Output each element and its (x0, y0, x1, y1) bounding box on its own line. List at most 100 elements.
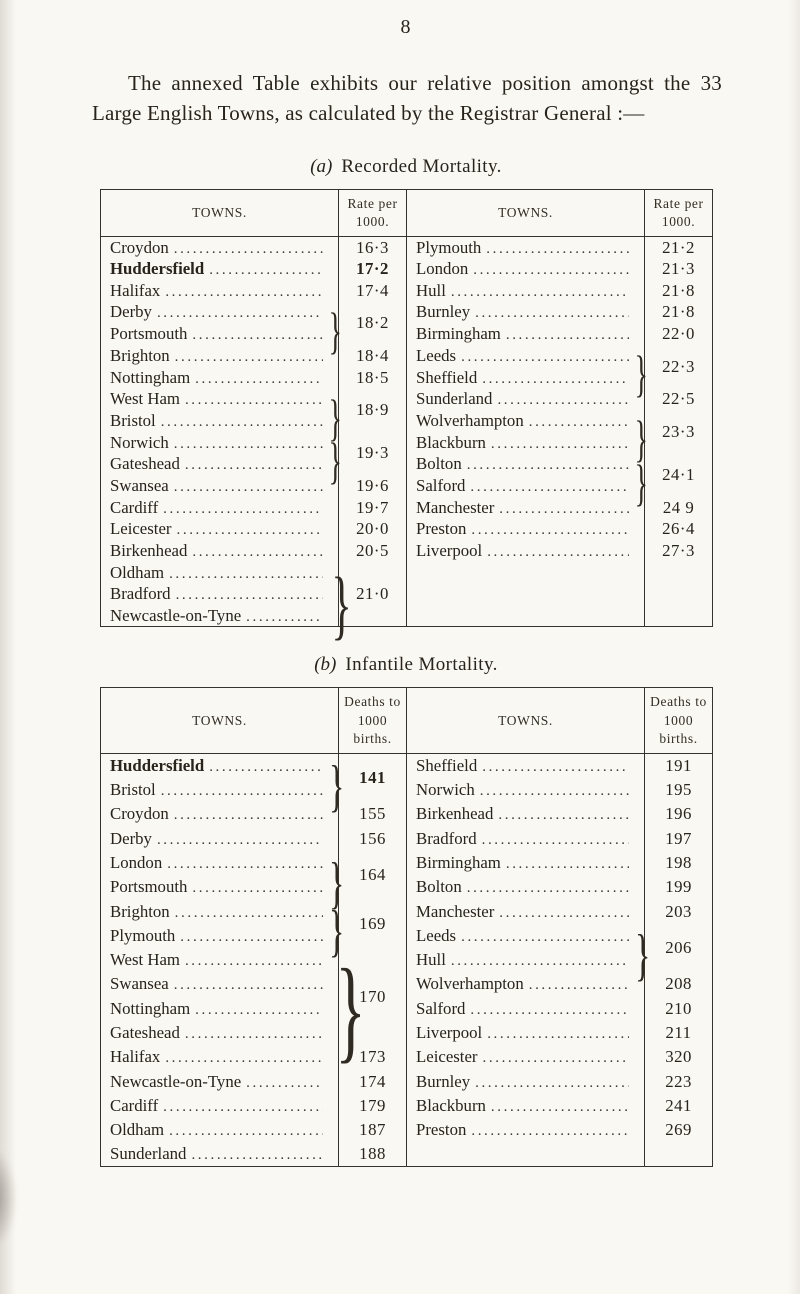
dot-leader (157, 305, 323, 322)
rate-value: 18·2 (356, 313, 389, 333)
town-entry: Birmingham (416, 853, 629, 873)
dot-leader (192, 327, 322, 344)
town-cell: London (101, 851, 323, 875)
dot-leader (467, 457, 629, 474)
town-name: London (110, 852, 163, 872)
town-cell: Leeds (406, 923, 629, 948)
table-row: Birkenhead 20·5 Liverpool 27·3 (101, 540, 713, 562)
rate-value: 156 (359, 828, 386, 848)
town-cell: Wolverhampton (406, 972, 629, 997)
town-cell: Wolverhampton (406, 410, 629, 432)
town-name: Wolverhampton (416, 410, 524, 430)
rate-value: 20·0 (356, 519, 389, 539)
dot-leader (174, 436, 323, 453)
rate-value: 20·5 (356, 541, 389, 561)
town-entry: Brighton (110, 346, 323, 366)
town-cell: Portsmouth (101, 323, 323, 345)
table-row: London}164Birmingham198 (101, 850, 713, 911)
table-body: Croydon 16·3 Plymouth 21·2 Huddersfield 17·2 L… (101, 236, 713, 642)
dot-leader (174, 241, 323, 258)
town-name: Sheffield (416, 755, 478, 775)
town-name: Birkenhead (416, 804, 494, 824)
dot-leader (161, 414, 323, 431)
town-cell: West Ham (101, 948, 323, 972)
rate-value: 210 (665, 998, 692, 1018)
town-entry: Preston (416, 1120, 629, 1140)
brace-cell (629, 584, 645, 606)
brace-cell (629, 1094, 645, 1118)
town-name: Brighton (110, 901, 170, 921)
town-name: Bristol (110, 780, 156, 800)
rate-value: 21·8 (662, 280, 695, 300)
dot-leader (491, 1099, 629, 1116)
rate-cell: 22·3 (644, 345, 713, 389)
rate-cell: 20·5 (338, 540, 407, 562)
town-cell: Leicester (406, 1045, 629, 1070)
town-name: Bristol (110, 410, 156, 430)
town-name: Bolton (416, 454, 462, 474)
rate-cell: 211 (644, 1020, 713, 1046)
town-cell: Manchester (406, 496, 629, 519)
town-name: Portsmouth (110, 324, 188, 344)
dot-leader (480, 783, 629, 800)
rate-cell: 197 (644, 826, 713, 851)
town-cell: Plymouth (406, 236, 629, 259)
town-name: Huddersfield (110, 755, 205, 775)
rate-value: 198 (665, 852, 692, 872)
town-entry: Bolton (416, 454, 629, 474)
rate-cell: 19·6 (338, 475, 407, 497)
town-cell: London (406, 258, 629, 280)
town-entry: Birkenhead (416, 804, 629, 824)
town-name: Halifax (110, 280, 161, 300)
town-cell: Norwich (101, 432, 323, 454)
rate-cell: 17·2 (338, 258, 407, 280)
dot-leader (499, 905, 628, 922)
brace-cell (629, 519, 645, 541)
dot-leader (157, 832, 323, 849)
town-entry: London (110, 853, 323, 873)
rate-value: 208 (665, 974, 692, 994)
rate-cell: 24·1 (644, 453, 713, 497)
table-row: Bradford (101, 583, 713, 606)
town-cell: Hull (406, 279, 629, 302)
town-cell: Bolton (406, 453, 629, 476)
table-row: Bristol Wolverhampton} 23·3 (101, 410, 713, 465)
brace-cell (323, 1094, 339, 1118)
rate-cell: 203 (644, 899, 713, 924)
town-cell (406, 561, 629, 584)
rate-cell: 223 (644, 1069, 713, 1094)
table-row: Gateshead Bolton} 24·1 (101, 453, 713, 508)
town-name: Bolton (416, 877, 462, 897)
town-name: Bradford (416, 828, 477, 848)
brace-cell (629, 562, 645, 584)
dot-leader (451, 284, 629, 301)
table-row: Nottingham 18·5 Sheffield (101, 366, 713, 389)
rate-cell (644, 583, 713, 606)
dot-leader (482, 759, 628, 776)
rate-value: 269 (665, 1120, 692, 1140)
town-cell (406, 605, 629, 627)
brace-cell (629, 875, 645, 899)
town-cell: Derby (101, 826, 323, 850)
town-name: Burnley (416, 1071, 471, 1091)
town-cell: Bradford (406, 826, 629, 851)
dot-leader (169, 1123, 322, 1140)
brace-cell (629, 1118, 645, 1142)
rate-value: 223 (665, 1071, 692, 1091)
brace-cell (629, 237, 645, 259)
dot-leader (486, 241, 628, 258)
scan-smudge (0, 1148, 18, 1248)
dot-leader (195, 371, 322, 388)
dot-leader (180, 929, 322, 946)
brace-cell (323, 826, 339, 850)
dot-leader (483, 1050, 629, 1067)
town-name: Huddersfield (110, 259, 205, 279)
dot-leader (529, 414, 629, 431)
rate-value: 22·5 (662, 389, 695, 409)
rate-cell: 169 (338, 899, 407, 948)
town-cell: Leeds (406, 345, 629, 367)
table-row: Leicester 20·0 Preston 26·4 (101, 518, 713, 541)
town-cell: Croydon (101, 802, 323, 826)
rate-cell: 170 (338, 947, 407, 1046)
